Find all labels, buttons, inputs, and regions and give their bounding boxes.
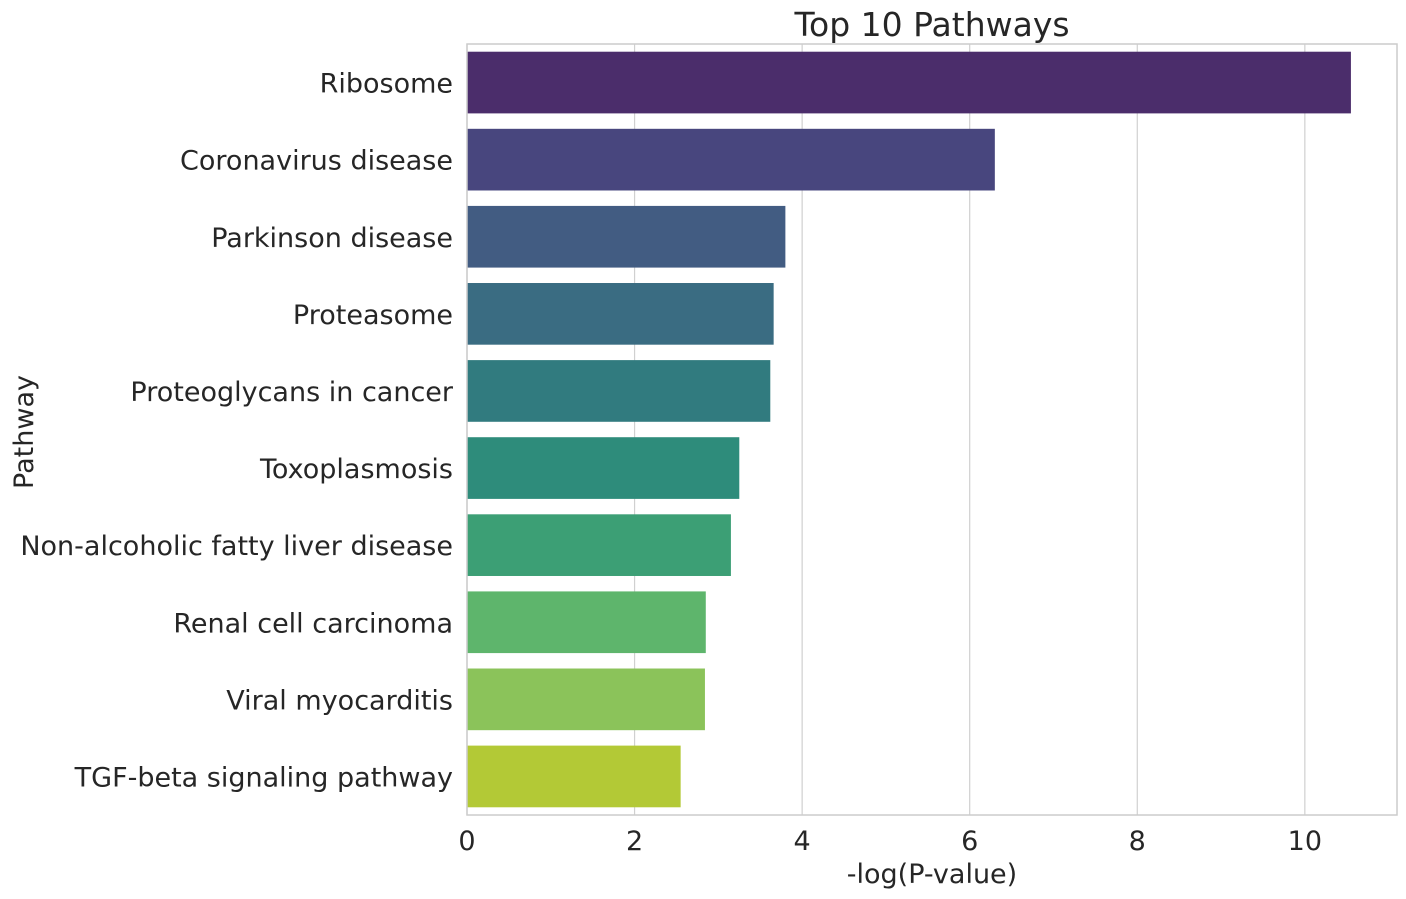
bar [467, 668, 705, 731]
x-axis-ticks: 0 2 4 6 8 10 [458, 826, 1322, 857]
bar [467, 360, 771, 422]
y-category-label: Ribosome [320, 69, 453, 100]
bar [467, 437, 740, 499]
y-category-label: Parkinson disease [211, 223, 453, 254]
x-axis-label: -log(P-value) [847, 859, 1017, 890]
y-axis-categories: Ribosome Coronavirus disease Parkinson dis… [20, 69, 454, 794]
y-category-label: Viral myocarditis [226, 685, 453, 716]
bar [467, 745, 681, 808]
plot-frame [466, 43, 1398, 816]
bar [467, 591, 706, 654]
y-category-label: Renal cell carcinoma [173, 608, 453, 639]
x-tick-label: 8 [1129, 826, 1146, 857]
chart-title: Top 10 Pathways [793, 5, 1069, 44]
bars [467, 51, 1351, 808]
y-axis-label: Pathway [9, 375, 40, 489]
y-category-label: Proteoglycans in cancer [130, 377, 453, 408]
y-category-label: Coronavirus disease [180, 146, 453, 177]
x-tick-label: 6 [961, 826, 978, 857]
x-tick-label: 10 [1288, 826, 1322, 857]
bar [467, 205, 786, 268]
bar [467, 128, 995, 191]
bar [467, 283, 774, 345]
y-category-label: Proteasome [293, 300, 453, 331]
y-category-label: TGF-beta signaling pathway [74, 762, 453, 793]
x-tick-label: 4 [794, 826, 811, 857]
x-tick-label: 2 [626, 826, 643, 857]
y-category-label: Toxoplasmosis [259, 454, 453, 485]
bar [467, 51, 1351, 114]
y-category-label: Non-alcoholic fatty liver disease [20, 531, 453, 562]
x-tick-label: 0 [458, 826, 475, 857]
bar [467, 514, 731, 576]
